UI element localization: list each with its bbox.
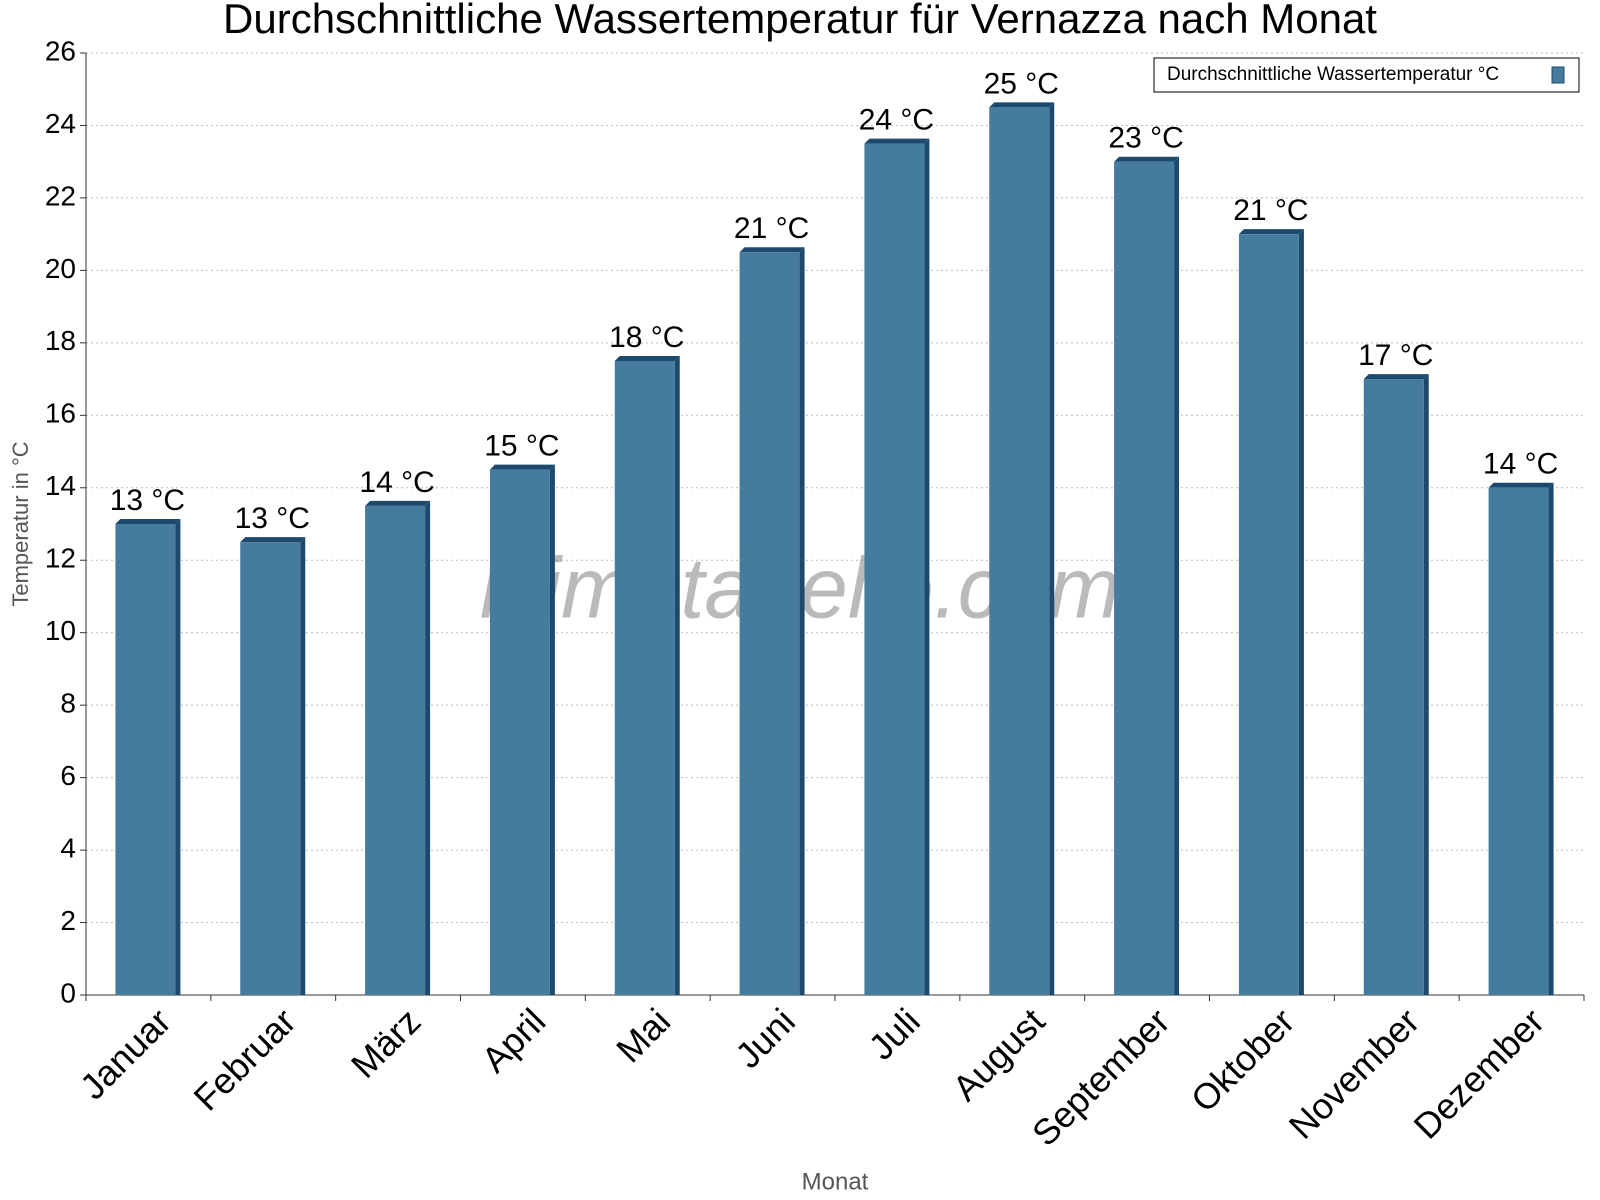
data-label: 23 °C [1108, 122, 1183, 155]
data-label: 24 °C [859, 103, 934, 136]
y-tick-label: 20 [45, 253, 76, 284]
bar-top [489, 464, 555, 470]
bar-side [549, 464, 555, 996]
bar [115, 524, 176, 995]
bar-side [1174, 156, 1180, 995]
bar [864, 143, 925, 996]
y-axis-label: Temperatur in °C [8, 441, 33, 606]
y-tick-label: 0 [60, 977, 76, 1008]
bar-top [115, 519, 181, 524]
y-tick-label: 22 [45, 180, 76, 211]
bar-side [175, 519, 181, 995]
bar-side [1298, 229, 1304, 996]
bar [240, 542, 301, 995]
bar-side [1423, 374, 1429, 996]
bar-top [1488, 482, 1554, 488]
bar-side [674, 355, 680, 995]
y-tick-label: 24 [45, 108, 76, 139]
bar-top [1238, 229, 1304, 235]
data-label: 21 °C [1233, 194, 1308, 227]
data-label: 13 °C [235, 502, 310, 535]
bar-side [300, 537, 306, 995]
legend-box [1153, 57, 1580, 93]
bar-top [240, 537, 306, 543]
data-label: 13 °C [110, 484, 185, 517]
bar [989, 107, 1050, 996]
data-label: 21 °C [734, 212, 809, 245]
y-tick-label: 14 [45, 470, 76, 501]
bar [1363, 379, 1424, 996]
bar [1114, 161, 1175, 995]
bar-side [799, 247, 805, 995]
y-tick-label: 2 [60, 905, 76, 936]
bar [489, 469, 550, 996]
bar [614, 360, 675, 995]
chart-title: Durchschnittliche Wassertemperatur für V… [223, 0, 1377, 42]
y-tick-label: 18 [45, 325, 76, 356]
y-tick-label: 4 [60, 832, 76, 863]
y-tick-label: 12 [45, 543, 76, 574]
data-label: 14 °C [359, 466, 434, 499]
y-tick-label: 8 [60, 688, 76, 719]
bar-top [989, 102, 1055, 108]
y-tick-label: 26 [45, 35, 76, 66]
bar-top [365, 500, 431, 506]
data-label: 18 °C [609, 321, 684, 354]
bar-top [1114, 156, 1180, 162]
data-label: 25 °C [984, 67, 1059, 100]
y-tick-label: 10 [45, 615, 76, 646]
bar-side [1548, 482, 1554, 995]
data-label: 17 °C [1358, 339, 1433, 372]
bar-side [425, 500, 431, 995]
y-tick-label: 16 [45, 398, 76, 429]
data-label: 14 °C [1483, 448, 1558, 481]
bar-top [864, 138, 930, 144]
data-label: 15 °C [484, 430, 559, 463]
bar-side [1049, 102, 1055, 996]
bar-top [614, 355, 680, 361]
bar-top [739, 247, 805, 253]
bar [1238, 234, 1299, 996]
legend-swatch [1551, 66, 1565, 84]
bar-top [1363, 374, 1429, 380]
bar [739, 252, 800, 995]
legend-label: Durchschnittliche Wassertemperatur °C [1167, 64, 1499, 85]
bar [1488, 487, 1549, 995]
bar-side [924, 138, 930, 996]
y-tick-label: 6 [60, 760, 76, 791]
bar [365, 505, 426, 995]
x-axis-label: Monat [802, 1168, 869, 1195]
